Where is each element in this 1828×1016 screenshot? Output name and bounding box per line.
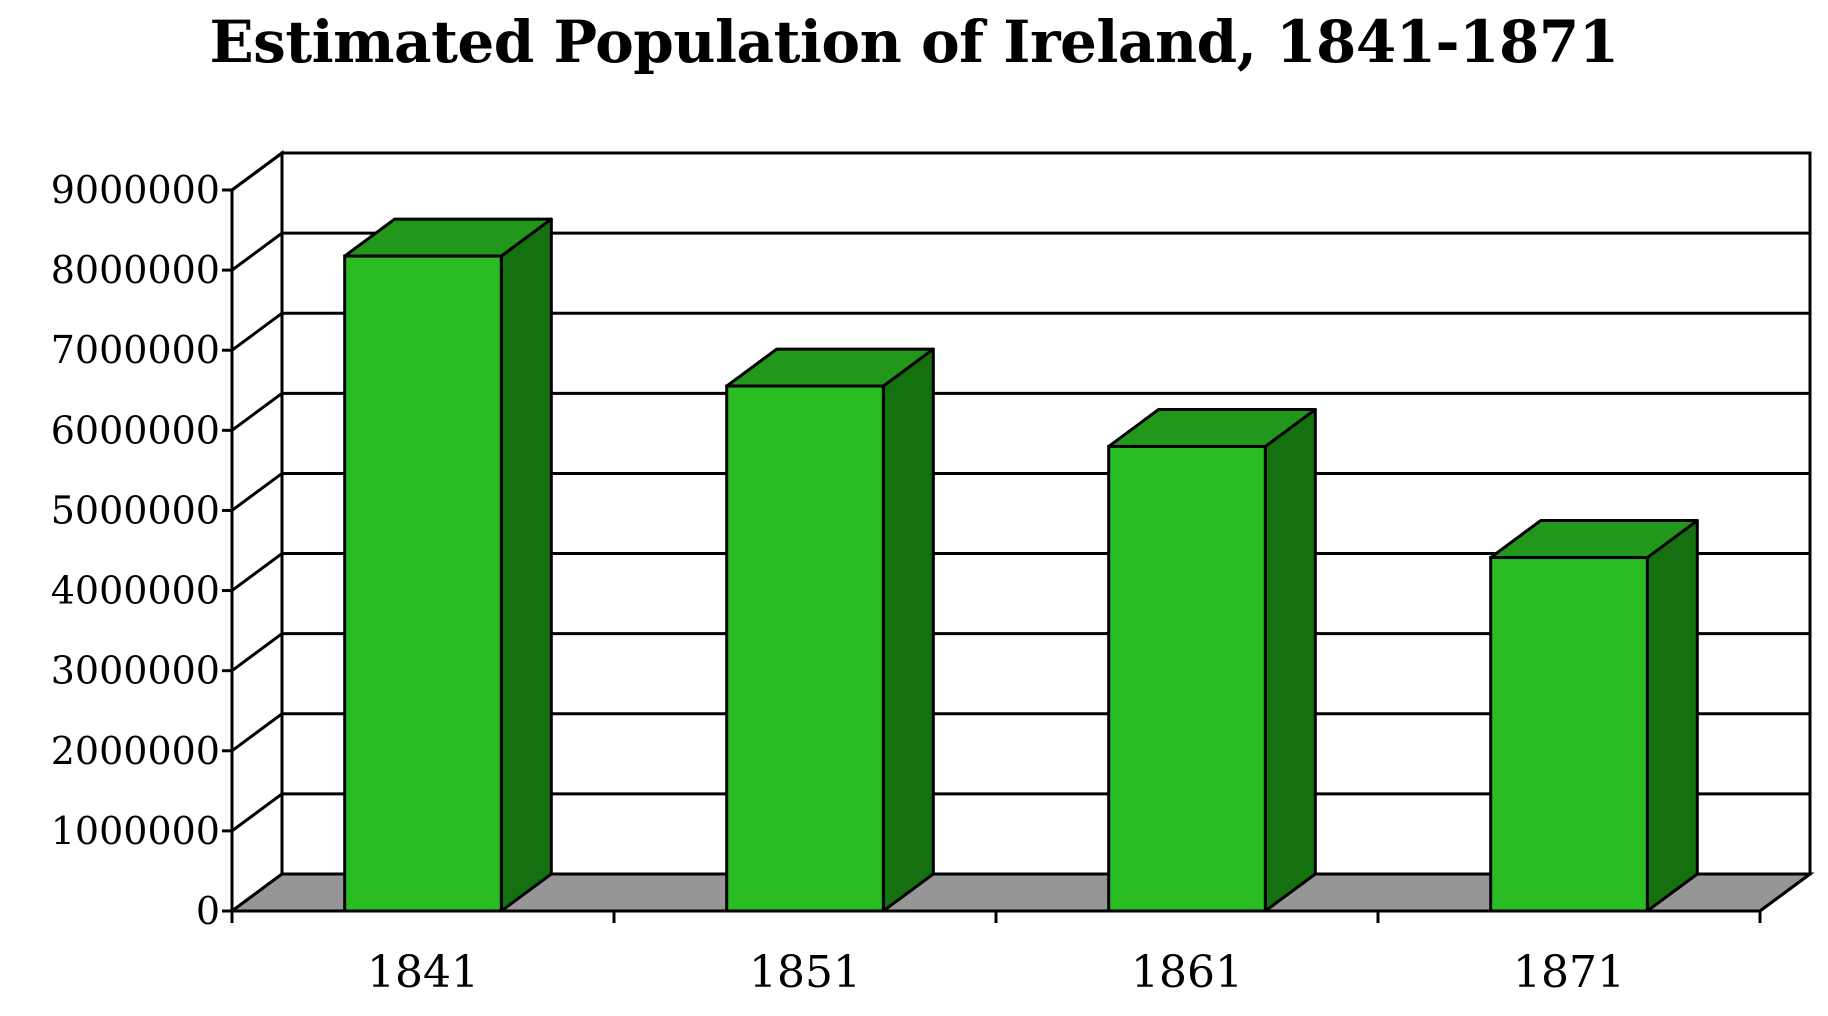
y-tick-label: 7000000	[51, 328, 220, 372]
gridline	[231, 231, 1810, 272]
y-tick-label: 9000000	[51, 168, 220, 212]
bar-1861	[1107, 407, 1317, 913]
y-tick-label: 1000000	[51, 809, 220, 853]
bar-side	[1263, 407, 1317, 913]
gridline	[231, 311, 1810, 352]
x-tick-label: 1871	[1513, 947, 1625, 998]
bar-1841	[343, 217, 553, 913]
bar-1871	[1489, 519, 1699, 913]
bar-side	[881, 347, 935, 913]
gridline	[231, 151, 1810, 192]
x-axis: 1841 1851 1861 1871	[230, 190, 1811, 998]
y-tick-label: 0	[196, 889, 220, 933]
x-tick-label: 1851	[749, 947, 861, 998]
bars	[343, 217, 1699, 913]
y-tick-label: 2000000	[51, 729, 220, 773]
y-axis-ticks: 0 1000000 2000000 3000000 4000000 5000000 6000…	[51, 168, 232, 933]
bar-front	[343, 254, 503, 913]
x-tick-label: 1841	[367, 947, 479, 998]
y-tick-label: 8000000	[51, 248, 220, 292]
side-wall	[230, 150, 284, 914]
x-tick-label: 1861	[1131, 947, 1243, 998]
bar-side	[499, 217, 553, 913]
y-tick-label: 6000000	[51, 408, 220, 452]
bar-front	[725, 384, 885, 913]
bar-front	[1489, 556, 1649, 913]
bar-front	[1107, 444, 1267, 913]
y-tick-label: 5000000	[51, 488, 220, 532]
floor-edge	[1759, 872, 1811, 913]
chart-title: Estimated Population of Ireland, 1841-18…	[209, 8, 1619, 76]
bar-1851	[725, 347, 935, 913]
y-tick-label: 4000000	[51, 569, 220, 613]
y-tick-label: 3000000	[51, 649, 220, 693]
gridline	[231, 391, 1810, 432]
bar-side	[1645, 519, 1699, 913]
